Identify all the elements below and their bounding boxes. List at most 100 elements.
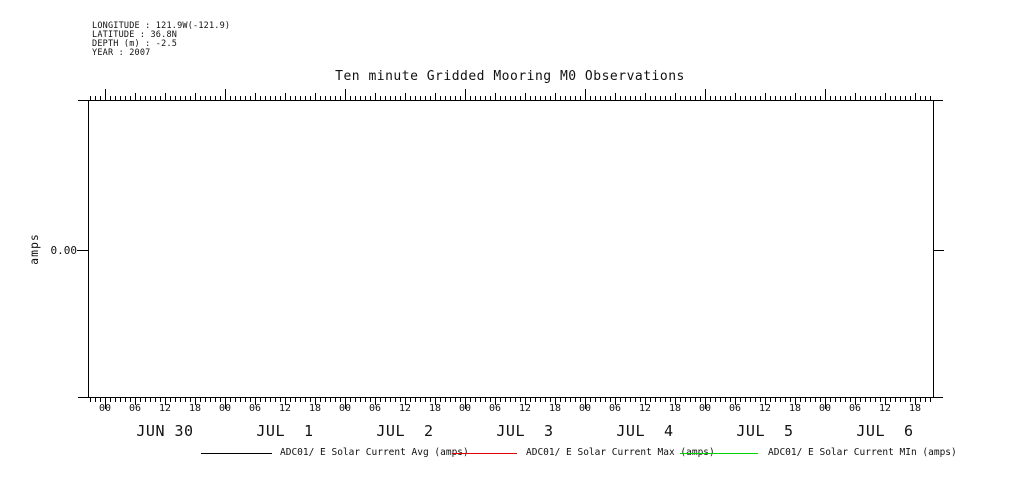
x-tick-top	[835, 96, 836, 100]
x-tick-bottom	[775, 398, 776, 402]
x-date-label: JUL 1	[256, 422, 314, 440]
x-tick-top	[325, 96, 326, 100]
x-tick-bottom	[425, 398, 426, 402]
legend-label-max: ADC01/ E Solar Current Max (amps)	[526, 447, 715, 458]
x-tick-bottom	[615, 398, 616, 405]
x-tick-bottom	[390, 398, 391, 402]
x-tick-top	[270, 96, 271, 100]
x-tick-bottom	[505, 398, 506, 402]
metadata-depth: DEPTH (m) : -2.5	[92, 39, 178, 49]
x-tick-bottom	[95, 398, 96, 402]
x-tick-top	[875, 96, 876, 100]
x-tick-top	[560, 96, 561, 100]
x-tick-top	[125, 96, 126, 100]
x-tick-bottom	[265, 398, 266, 402]
x-tick-top	[260, 96, 261, 100]
x-tick-top	[610, 96, 611, 100]
x-tick-bottom	[175, 398, 176, 402]
legend-line-min	[680, 453, 758, 454]
x-tick-top	[155, 96, 156, 100]
x-tick-bottom	[350, 398, 351, 402]
x-tick-bottom	[395, 398, 396, 402]
x-date-label: JUL 5	[736, 422, 794, 440]
x-tick-bottom	[880, 398, 881, 402]
x-tick-bottom	[525, 398, 526, 405]
x-tick-top	[575, 96, 576, 100]
x-tick-top	[620, 96, 621, 100]
x-tick-bottom	[750, 398, 751, 402]
x-tick-top	[915, 93, 916, 100]
y-tick-left	[77, 250, 88, 251]
x-tick-bottom	[920, 398, 921, 402]
x-tick-top	[825, 89, 826, 100]
x-tick-top	[170, 96, 171, 100]
x-tick-bottom	[590, 398, 591, 402]
x-tick-top	[120, 96, 121, 100]
x-tick-bottom	[905, 398, 906, 402]
x-hour-label: 12	[878, 403, 892, 414]
x-tick-bottom	[580, 398, 581, 402]
x-tick-bottom	[720, 398, 721, 402]
x-hour-label: 06	[488, 403, 502, 414]
x-hour-label: 18	[308, 403, 322, 414]
x-tick-top	[535, 96, 536, 100]
x-tick-bottom	[345, 398, 346, 409]
x-tick-top	[830, 96, 831, 100]
x-hour-label: 12	[518, 403, 532, 414]
x-tick-top	[165, 93, 166, 100]
x-tick-bottom	[380, 398, 381, 402]
x-hour-label: 18	[788, 403, 802, 414]
x-tick-bottom	[640, 398, 641, 402]
x-tick-top	[880, 96, 881, 100]
x-tick-bottom	[510, 398, 511, 402]
x-tick-top	[310, 96, 311, 100]
x-tick-top	[865, 96, 866, 100]
x-tick-top	[820, 96, 821, 100]
x-tick-bottom	[325, 398, 326, 402]
x-tick-bottom	[900, 398, 901, 402]
x-tick-bottom	[130, 398, 131, 402]
x-tick-bottom	[860, 398, 861, 402]
x-tick-bottom	[245, 398, 246, 402]
x-tick-bottom	[915, 398, 916, 405]
x-tick-bottom	[310, 398, 311, 402]
x-tick-top	[390, 96, 391, 100]
x-tick-top	[700, 96, 701, 100]
x-tick-bottom	[460, 398, 461, 402]
x-tick-bottom	[285, 398, 286, 405]
x-tick-bottom	[645, 398, 646, 405]
x-tick-bottom	[620, 398, 621, 402]
x-tick-top	[765, 93, 766, 100]
x-tick-bottom	[155, 398, 156, 402]
x-tick-bottom	[805, 398, 806, 402]
x-tick-top	[710, 96, 711, 100]
x-tick-top	[720, 96, 721, 100]
x-tick-top	[320, 96, 321, 100]
x-tick-bottom	[925, 398, 926, 402]
x-tick-top	[800, 96, 801, 100]
x-hour-label: 12	[758, 403, 772, 414]
x-hour-label: 00	[818, 403, 832, 414]
x-tick-top	[775, 96, 776, 100]
x-tick-bottom	[330, 398, 331, 402]
x-tick-bottom	[335, 398, 336, 402]
plot-frame-right	[933, 100, 934, 398]
x-tick-top	[615, 93, 616, 100]
x-tick-bottom	[755, 398, 756, 402]
metadata-year: YEAR : 2007	[92, 48, 151, 58]
x-date-label: JUL 4	[616, 422, 674, 440]
x-tick-top	[670, 96, 671, 100]
x-hour-label: 18	[908, 403, 922, 414]
x-tick-bottom	[270, 398, 271, 402]
x-tick-bottom	[125, 398, 126, 402]
x-tick-top	[905, 96, 906, 100]
x-tick-bottom	[795, 398, 796, 405]
x-tick-top	[375, 93, 376, 100]
x-tick-bottom	[560, 398, 561, 402]
x-tick-bottom	[570, 398, 571, 402]
x-tick-top	[265, 96, 266, 100]
x-tick-bottom	[260, 398, 261, 402]
metadata-longitude: LONGITUDE : 121.9W(-121.9)	[92, 21, 231, 31]
x-tick-top	[810, 96, 811, 100]
